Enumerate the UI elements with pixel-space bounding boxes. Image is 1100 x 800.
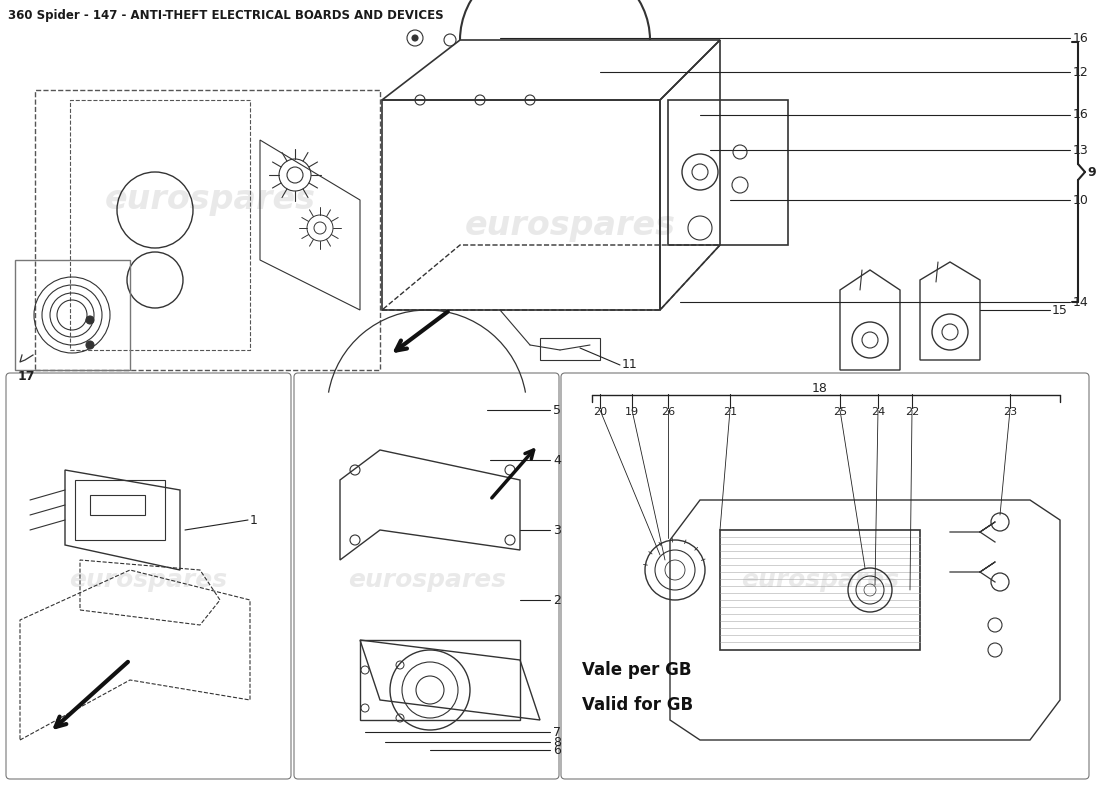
Text: eurospares: eurospares [741, 568, 899, 592]
Text: 13: 13 [1072, 143, 1089, 157]
Bar [382, 100, 660, 310]
FancyBboxPatch shape [6, 373, 292, 779]
Text: 24: 24 [871, 407, 886, 417]
Text: 4: 4 [553, 454, 561, 466]
Text: 20: 20 [593, 407, 607, 417]
Text: 2: 2 [553, 594, 561, 606]
Text: 10: 10 [1072, 194, 1089, 206]
Text: 6: 6 [553, 743, 561, 757]
Circle shape [86, 316, 94, 324]
Text: 1: 1 [250, 514, 257, 526]
Text: Valid for GB: Valid for GB [582, 696, 693, 714]
Bar [75, 480, 165, 540]
Bar [540, 338, 600, 360]
FancyBboxPatch shape [294, 373, 559, 779]
Text: 11: 11 [621, 358, 638, 371]
Bar [90, 495, 145, 515]
Bar [668, 100, 788, 245]
Text: 9: 9 [1087, 166, 1096, 178]
Text: 16: 16 [1072, 31, 1089, 45]
Text: eurospares: eurospares [104, 183, 316, 217]
Circle shape [412, 35, 418, 41]
Text: 17: 17 [18, 370, 35, 383]
Text: 26: 26 [661, 407, 675, 417]
Text: eurospares: eurospares [464, 209, 675, 242]
Text: 5: 5 [553, 403, 561, 417]
Text: eurospares: eurospares [69, 568, 227, 592]
Text: 18: 18 [812, 382, 828, 394]
Text: 12: 12 [1072, 66, 1089, 78]
Text: 23: 23 [1003, 407, 1018, 417]
Bar [360, 640, 520, 720]
Text: Vale per GB: Vale per GB [582, 661, 692, 679]
Text: 8: 8 [553, 735, 561, 749]
Text: 360 Spider - 147 - ANTI-THEFT ELECTRICAL BOARDS AND DEVICES: 360 Spider - 147 - ANTI-THEFT ELECTRICAL… [8, 9, 443, 22]
Bar [15, 260, 130, 370]
FancyBboxPatch shape [561, 373, 1089, 779]
Text: 15: 15 [1052, 303, 1068, 317]
Text: 7: 7 [553, 726, 561, 738]
Text: 21: 21 [723, 407, 737, 417]
Text: eurospares: eurospares [348, 568, 506, 592]
Text: 3: 3 [553, 523, 561, 537]
Text: 22: 22 [905, 407, 920, 417]
Text: 14: 14 [1072, 295, 1089, 309]
Text: 19: 19 [625, 407, 639, 417]
Text: 25: 25 [833, 407, 847, 417]
Text: 16: 16 [1072, 109, 1089, 122]
Circle shape [86, 341, 94, 349]
Bar [720, 530, 920, 650]
